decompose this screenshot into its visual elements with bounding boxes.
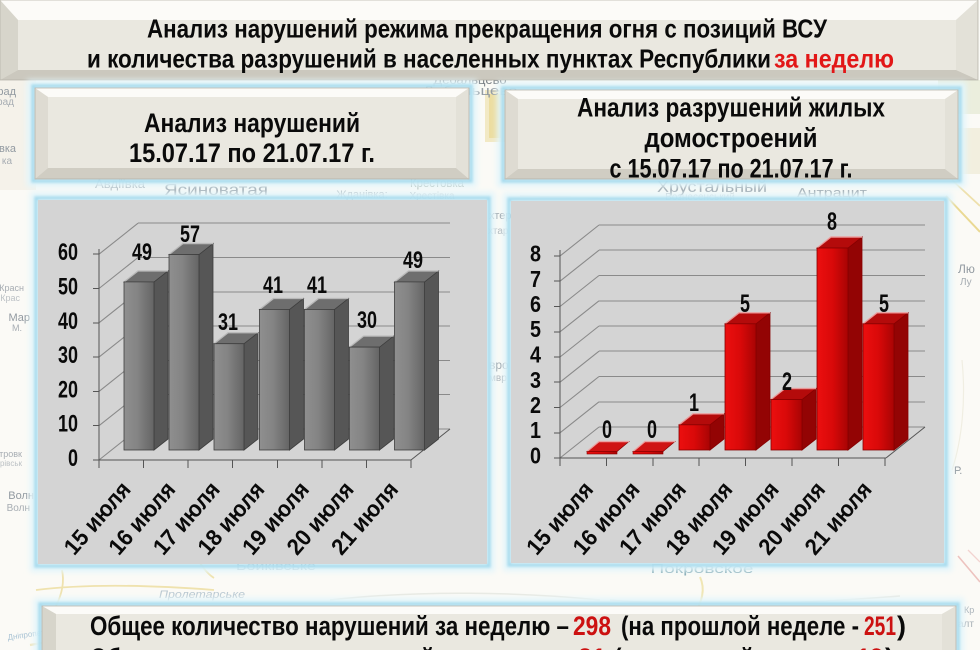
svg-text:алт: алт bbox=[958, 619, 974, 630]
svg-text:Общее количество нарушений за: Общее количество нарушений за неделю – bbox=[90, 611, 569, 641]
svg-text:ка: ка bbox=[2, 156, 13, 167]
svg-text:(на прошлой неделе -: (на прошлой неделе - bbox=[621, 611, 859, 641]
svg-text:0: 0 bbox=[530, 443, 541, 469]
svg-text:41: 41 bbox=[307, 272, 327, 299]
svg-text:2: 2 bbox=[782, 368, 792, 396]
svg-text:за неделю: за неделю bbox=[774, 44, 894, 74]
svg-text:2: 2 bbox=[530, 392, 541, 418]
svg-text:8: 8 bbox=[827, 208, 837, 236]
svg-text:Красн: Красн bbox=[0, 283, 24, 293]
svg-text:10: 10 bbox=[58, 411, 78, 438]
svg-text:домостроений: домостроений bbox=[645, 123, 818, 153]
svg-text:Общее количество разрушений за: Общее количество разрушений за неделю – bbox=[90, 643, 572, 650]
svg-text:овка: овка bbox=[0, 143, 17, 155]
svg-text:М.: М. bbox=[12, 323, 22, 333]
svg-text:1: 1 bbox=[530, 417, 541, 443]
svg-text:Лу: Лу bbox=[960, 277, 972, 288]
svg-text:7: 7 bbox=[530, 266, 541, 292]
svg-text:0: 0 bbox=[602, 416, 612, 444]
svg-text:Кр: Кр bbox=[964, 605, 974, 615]
svg-text:1: 1 bbox=[689, 389, 699, 417]
svg-text:Анализ нарушений: Анализ нарушений bbox=[144, 108, 360, 138]
svg-text:5: 5 bbox=[740, 290, 750, 318]
svg-text:13: 13 bbox=[857, 643, 883, 650]
svg-text:рівськ: рівськ bbox=[0, 459, 22, 468]
svg-text:15.07.17 по 21.07.17 г.: 15.07.17 по 21.07.17 г. bbox=[129, 138, 375, 168]
svg-text:8: 8 bbox=[530, 241, 541, 267]
svg-text:50: 50 bbox=[58, 274, 78, 301]
svg-text:хтар: хтар bbox=[488, 226, 509, 237]
svg-text:мвр: мвр bbox=[489, 373, 507, 384]
svg-text:20: 20 bbox=[58, 376, 78, 403]
svg-text:Анализ разрушений жилых: Анализ разрушений жилых bbox=[577, 93, 885, 123]
svg-text:Анализ нарушений режима прекра: Анализ нарушений режима прекращения огня… bbox=[147, 14, 828, 44]
svg-text:49: 49 bbox=[132, 239, 152, 266]
svg-text:49: 49 bbox=[403, 247, 423, 274]
svg-text:Мар: Мар bbox=[8, 312, 30, 324]
svg-text:60: 60 bbox=[58, 239, 78, 266]
svg-text:5: 5 bbox=[879, 290, 889, 318]
svg-text:31: 31 bbox=[218, 309, 238, 336]
svg-text:Волн: Волн bbox=[7, 503, 30, 514]
svg-text:Лю: Лю bbox=[958, 262, 975, 276]
svg-text:0: 0 bbox=[647, 416, 657, 444]
svg-text:град: град bbox=[0, 86, 17, 98]
svg-text:41: 41 bbox=[263, 272, 283, 299]
svg-text:251: 251 bbox=[864, 611, 896, 641]
svg-text:4: 4 bbox=[530, 342, 541, 368]
svg-text:и количества разрушений в насе: и количества разрушений в населенных пун… bbox=[87, 44, 771, 74]
svg-text:5: 5 bbox=[530, 316, 541, 342]
svg-text:30: 30 bbox=[357, 307, 377, 334]
svg-text:): ) bbox=[885, 643, 894, 650]
svg-text:тровк: тровк bbox=[0, 449, 22, 459]
svg-text:(на прошлой неделе -: (на прошлой неделе - bbox=[614, 643, 852, 650]
svg-text:6: 6 bbox=[530, 291, 541, 317]
svg-text:0: 0 bbox=[68, 445, 78, 472]
svg-text:57: 57 bbox=[180, 221, 200, 248]
svg-text:298: 298 bbox=[573, 611, 611, 641]
svg-text:с 15.07.17 по 21.07.17 г.: с 15.07.17 по 21.07.17 г. bbox=[610, 154, 853, 184]
svg-text:21: 21 bbox=[578, 643, 606, 650]
svg-text:3: 3 bbox=[530, 367, 541, 393]
svg-text:): ) bbox=[897, 611, 906, 641]
svg-text:30: 30 bbox=[58, 342, 78, 369]
svg-text:Волн: Волн bbox=[8, 490, 34, 502]
svg-text:Р.: Р. bbox=[954, 465, 962, 477]
svg-text:40: 40 bbox=[58, 308, 78, 335]
svg-text:Крас: Крас bbox=[0, 293, 20, 303]
